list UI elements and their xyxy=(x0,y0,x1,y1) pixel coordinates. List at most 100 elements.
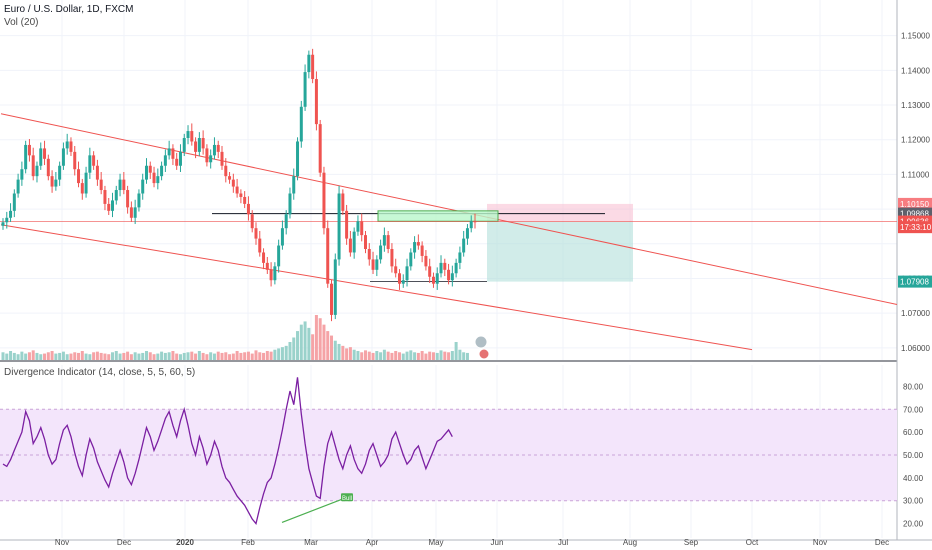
candle-body xyxy=(390,249,394,267)
volume-bar xyxy=(333,340,337,360)
candle-body xyxy=(345,210,349,239)
volume-bar xyxy=(231,353,235,360)
volume-bar xyxy=(224,352,228,360)
candle-body xyxy=(303,72,307,107)
volume-bar xyxy=(171,351,175,360)
volume-bar xyxy=(5,353,9,360)
volume-bar xyxy=(307,327,311,360)
volume-bar xyxy=(435,352,439,360)
volume-bar xyxy=(24,353,28,360)
volume-bar xyxy=(269,351,273,360)
price-tag-box xyxy=(898,221,932,234)
candle-body xyxy=(35,165,39,177)
volume-legend[interactable]: Vol (20) xyxy=(4,17,38,28)
candle-body xyxy=(111,200,115,211)
volume-bar xyxy=(424,353,428,360)
candle-body xyxy=(299,106,303,142)
candle-body xyxy=(114,190,118,201)
rsi-axis-label: 70.00 xyxy=(903,405,924,414)
time-axis-label: Nov xyxy=(813,538,827,547)
volume-bar xyxy=(126,351,130,360)
price-axis-label: 1.13000 xyxy=(901,101,930,110)
candle-body xyxy=(447,269,451,281)
short-position-tool[interactable] xyxy=(487,203,633,282)
candle-body xyxy=(462,238,466,253)
volume-bar xyxy=(43,353,47,360)
volume-bar xyxy=(341,345,345,360)
drawings[interactable] xyxy=(0,113,898,351)
candle-body xyxy=(265,262,269,270)
candle-body xyxy=(360,221,364,236)
event-icons[interactable] xyxy=(474,335,490,360)
rsi-overbought-oversold-band xyxy=(0,409,897,501)
volume-bar xyxy=(205,354,209,360)
candle-body xyxy=(216,144,220,152)
volume-bar xyxy=(73,352,77,360)
candle-body xyxy=(382,235,386,246)
time-axis-label: Jul xyxy=(558,538,568,547)
candle-body xyxy=(12,193,16,211)
volume-bar xyxy=(190,351,194,360)
volume-bar xyxy=(95,351,99,360)
volume-bar xyxy=(243,352,247,360)
rsi-polyline xyxy=(2,377,453,526)
volume-bar xyxy=(12,352,16,360)
volume-bar xyxy=(303,321,307,360)
time-axis-label: Sep xyxy=(684,538,699,547)
volume-bar xyxy=(20,351,24,360)
volume-bar xyxy=(311,334,315,360)
volume-bar xyxy=(209,352,213,360)
indicator-label[interactable]: Divergence Indicator (14, close, 5, 5, 6… xyxy=(4,367,196,378)
volume-bar xyxy=(129,354,133,360)
candle-body xyxy=(92,155,96,166)
volume-bar xyxy=(77,352,81,360)
candle-body xyxy=(379,245,383,260)
candle-body xyxy=(61,148,65,166)
volume-bar xyxy=(254,350,258,360)
volume-bar xyxy=(84,353,88,360)
candle-body xyxy=(375,259,379,270)
time-axis-label: Dec xyxy=(117,538,131,547)
candle-body xyxy=(454,262,458,274)
volume-bar xyxy=(212,353,216,360)
candle-body xyxy=(280,228,284,246)
time-axis[interactable]: Nov Dec 2020 Feb Mar Apr May Jun Jul Aug Sep Oct Nov… xyxy=(55,538,889,547)
price-axis-label: 1.12000 xyxy=(901,136,930,145)
symbol-legend[interactable]: Euro / U.S. Dollar, 1D, FXCM xyxy=(4,4,133,15)
volume-bar xyxy=(133,352,137,360)
indicator-legend[interactable]: Divergence Indicator (14, close, 5, 5, 6… xyxy=(4,367,195,378)
volume-bar xyxy=(284,345,288,360)
symbol-title[interactable]: Euro / U.S. Dollar, 1D, FXCM xyxy=(4,4,134,15)
candle-body xyxy=(171,148,175,159)
candle-body xyxy=(126,190,130,208)
volume-bar xyxy=(299,324,303,360)
price-axis-label: 1.15000 xyxy=(901,32,930,41)
supply-zone-rectangle xyxy=(377,210,499,222)
time-axis-label: Oct xyxy=(746,538,759,547)
candle-body xyxy=(367,249,371,260)
candle-body xyxy=(439,262,443,274)
volume-bar xyxy=(397,352,401,360)
volume-label[interactable]: Vol (20) xyxy=(4,17,39,28)
candle-body xyxy=(175,158,179,166)
volume-bar xyxy=(356,351,360,360)
rsi-axis-label: 50.00 xyxy=(903,451,924,460)
candle-body xyxy=(152,172,156,184)
price-axis[interactable]: 1.150001.140001.130001.120001.110001.080… xyxy=(901,32,930,529)
volume-bar xyxy=(371,352,375,360)
volume-bar xyxy=(69,353,73,360)
candle-body xyxy=(144,165,148,180)
candle-body xyxy=(194,141,198,152)
take-profit-zone xyxy=(487,221,633,282)
candle-body xyxy=(424,255,428,267)
volume-bar xyxy=(239,352,243,360)
price-tag-label: 1.07908 xyxy=(900,278,929,287)
candle-body xyxy=(197,138,201,152)
candle-body xyxy=(1,222,5,226)
candle-body xyxy=(469,221,473,229)
volume-bar xyxy=(31,350,35,360)
